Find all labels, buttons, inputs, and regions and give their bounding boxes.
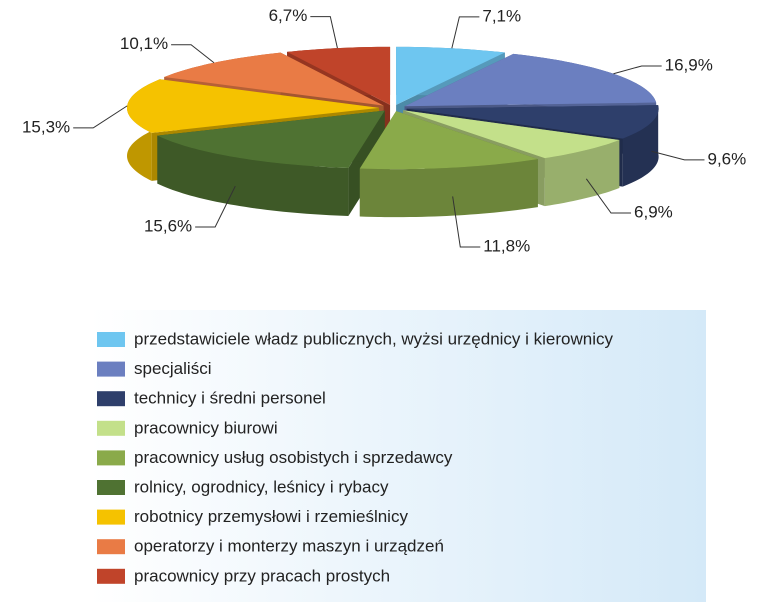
legend: przedstawiciele władz publicznych, wyżsi… (97, 329, 614, 585)
data-label: 6,9% (634, 203, 673, 222)
leader-line (585, 178, 632, 214)
leader-line (310, 16, 338, 49)
data-label: 10,1% (120, 34, 168, 53)
slice-top (157, 110, 385, 168)
slice-top (404, 53, 657, 107)
legend-label: pracownicy usług osobistych i sprzedawcy (134, 448, 453, 467)
slice (359, 111, 538, 218)
legend-swatch (97, 539, 125, 555)
data-label: 6,7% (269, 6, 308, 25)
data-label: 7,1% (482, 6, 521, 25)
slice-top (287, 46, 391, 105)
legend-box (90, 310, 706, 602)
legend-label: operatorzy i monterzy maszyn i urządzeń (134, 537, 444, 556)
legend-swatch (97, 420, 125, 436)
slice-top (164, 52, 384, 106)
legend-label: przedstawiciele władz publicznych, wyżsi… (134, 329, 614, 348)
legend-label: rolnicy, ogrodnicy, leśnicy i rybacy (134, 477, 389, 496)
data-label: 15,6% (144, 217, 192, 236)
data-label: 9,6% (707, 149, 746, 168)
data-label: 15,3% (22, 117, 70, 136)
legend-label: specjaliści (134, 359, 211, 378)
legend-label: pracownicy przy pracach prostych (134, 566, 390, 585)
slice-top (359, 111, 538, 170)
legend-swatch (97, 361, 125, 377)
leader-line (195, 185, 236, 228)
pie (127, 46, 659, 218)
legend-swatch (97, 480, 125, 495)
slice-wall (359, 159, 538, 218)
slice-wall (622, 105, 659, 187)
leader-line (452, 196, 481, 248)
labels: 7,1% 16,9% 9,6% 6,9% 11,8% 15,6% 15,3% 10,1% 6,7… (22, 6, 746, 255)
leader-line (171, 44, 215, 64)
legend-swatch (97, 391, 125, 407)
leader-line (613, 65, 662, 75)
legend-swatch (97, 332, 125, 347)
legend-swatch (97, 568, 125, 584)
legend-label: technicy i średni personel (134, 389, 326, 408)
slice-wall (544, 140, 620, 207)
legend-swatch (97, 450, 125, 466)
data-label: 16,9% (665, 55, 713, 74)
slice-top (406, 105, 659, 139)
legend-label: robotnicy przemysłowi i rzemieślnicy (134, 507, 408, 526)
slice-wall (157, 135, 349, 216)
leader-line (651, 150, 705, 161)
leader-line (451, 16, 480, 49)
leader-line (73, 105, 128, 129)
slice-top (403, 110, 620, 159)
slice (157, 110, 385, 216)
slice-top (396, 46, 505, 105)
data-label: 11,8% (483, 236, 530, 255)
legend-swatch (97, 509, 125, 525)
legend-label: pracownicy biurowi (134, 418, 278, 437)
slice-top (127, 79, 380, 133)
